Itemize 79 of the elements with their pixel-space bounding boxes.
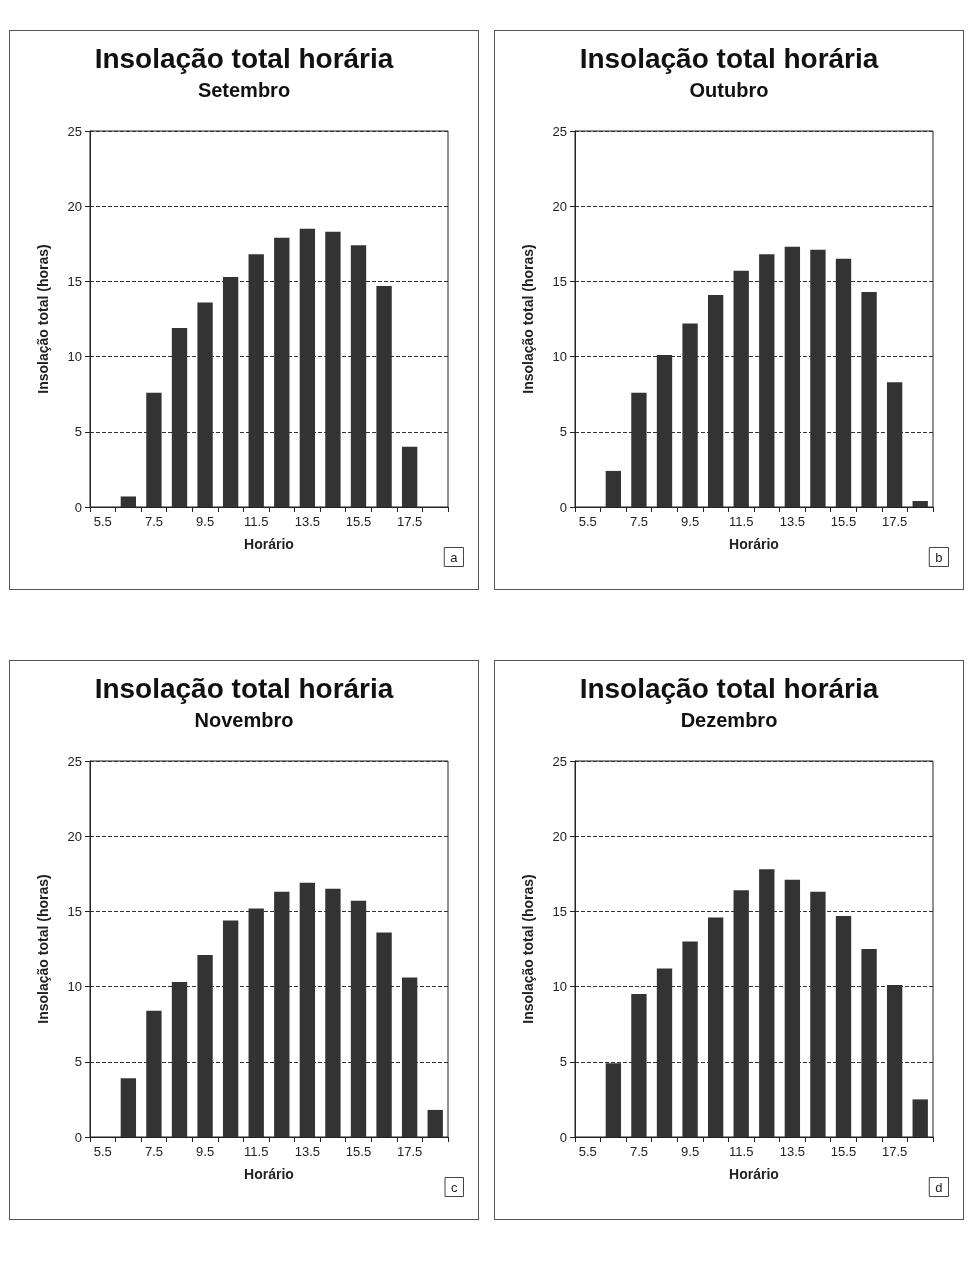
x-tick-label: 5.5	[93, 514, 112, 529]
bar	[605, 470, 622, 507]
x-tick-label: 15.5	[830, 514, 857, 529]
y-tick-label: 15	[552, 273, 567, 289]
y-tick-label: 10	[67, 349, 82, 365]
x-tick-label: 17.5	[396, 514, 423, 529]
y-tick-label: 10	[552, 349, 567, 365]
x-tick-label: 11.5	[244, 1144, 269, 1159]
text: c	[451, 1179, 458, 1195]
chart-subtitle: Outubro	[689, 79, 769, 101]
x-tick-label: 7.5	[629, 514, 648, 529]
y-tick-label: 25	[67, 753, 82, 769]
y-axis-title: Insolação total (horas)	[35, 874, 51, 1024]
y-tick-label: 15	[67, 903, 82, 919]
x-tick-label: 9.5	[196, 1144, 215, 1159]
text: b	[935, 549, 943, 565]
bar	[401, 446, 418, 507]
chart-subtitle: Novembro	[194, 709, 294, 731]
x-tick-label: 11.5	[729, 1144, 754, 1159]
x-tick-label: 11.5	[729, 514, 754, 529]
chart-subtitle: Setembro	[197, 79, 291, 101]
x-tick-label: 5.5	[578, 514, 597, 529]
y-tick-label: 0	[74, 499, 82, 515]
y-tick-label: 20	[67, 198, 82, 214]
x-tick-label: 7.5	[629, 1144, 648, 1159]
bar	[120, 496, 137, 507]
y-axis-title: Insolação total (horas)	[35, 244, 51, 394]
y-tick-label: 5	[74, 1054, 82, 1070]
y-tick-label: 20	[552, 198, 567, 214]
chart-title: Insolação total horária	[94, 672, 394, 704]
y-tick-label: 10	[552, 979, 567, 995]
text: d	[935, 1179, 943, 1195]
y-tick-label: 20	[67, 828, 82, 844]
x-tick-label: 9.5	[681, 514, 700, 529]
y-tick-label: 20	[552, 828, 567, 844]
text: a	[450, 549, 459, 565]
y-tick-label: 0	[559, 499, 567, 515]
x-tick-label: 9.5	[196, 514, 215, 529]
x-tick-label: 15.5	[830, 1144, 857, 1159]
x-tick-label: 7.5	[144, 1144, 163, 1159]
y-tick-label: 0	[559, 1129, 567, 1145]
bar	[912, 500, 928, 507]
x-tick-label: 13.5	[779, 514, 806, 529]
x-tick-label: 5.5	[578, 1144, 597, 1159]
y-tick-label: 15	[552, 903, 567, 919]
y-axis-title: Insolação total (horas)	[520, 244, 536, 394]
x-tick-label: 7.5	[144, 514, 163, 529]
x-tick-label: 13.5	[294, 1144, 321, 1159]
chart-subtitle: Dezembro	[680, 709, 778, 731]
x-tick-label: 15.5	[345, 514, 372, 529]
y-tick-label: 10	[67, 979, 82, 995]
x-tick-label: 5.5	[93, 1144, 112, 1159]
x-axis-title: Horário	[729, 536, 779, 552]
chart-title: Insolação total horária	[579, 42, 879, 74]
y-tick-label: 5	[559, 1054, 567, 1070]
x-tick-label: 9.5	[681, 1144, 700, 1159]
y-tick-label: 25	[552, 123, 567, 139]
chart-title: Insolação total horária	[579, 672, 879, 704]
x-axis-title: Horário	[244, 1166, 294, 1182]
y-tick-label: 25	[67, 123, 82, 139]
x-axis-title: Horário	[729, 1166, 779, 1182]
bar	[427, 1109, 443, 1137]
y-tick-label: 15	[67, 273, 82, 289]
chart-title: Insolação total horária	[94, 42, 394, 74]
x-tick-label: 15.5	[345, 1144, 372, 1159]
bar	[912, 1099, 928, 1137]
y-axis-title: Insolação total (horas)	[520, 874, 536, 1024]
y-tick-label: 5	[74, 424, 82, 440]
y-tick-label: 5	[559, 424, 567, 440]
x-tick-label: 17.5	[881, 514, 908, 529]
y-tick-label: 0	[74, 1129, 82, 1145]
x-tick-label: 17.5	[396, 1144, 423, 1159]
x-tick-label: 13.5	[779, 1144, 806, 1159]
bar	[120, 1078, 137, 1137]
x-tick-label: 11.5	[244, 514, 269, 529]
x-tick-label: 17.5	[881, 1144, 908, 1159]
y-tick-label: 25	[552, 753, 567, 769]
x-tick-label: 13.5	[294, 514, 321, 529]
x-axis-title: Horário	[244, 536, 294, 552]
